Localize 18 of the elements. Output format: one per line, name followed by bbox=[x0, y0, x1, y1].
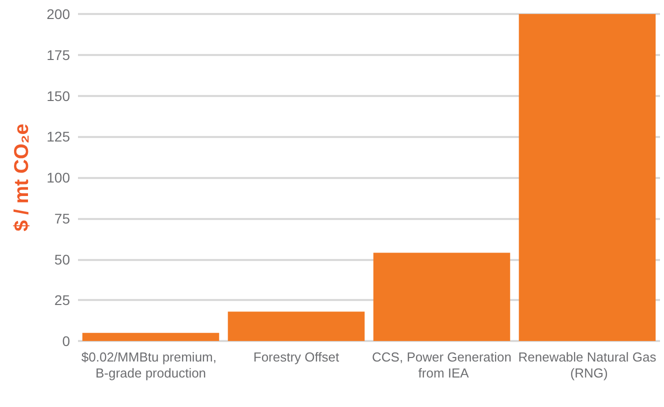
y-tick-label: 100 bbox=[46, 170, 70, 186]
x-tick-label: CCS, Power Generation from IEA bbox=[372, 350, 512, 380]
y-tick-label: 125 bbox=[46, 128, 70, 145]
y-tick-label: 150 bbox=[46, 88, 70, 104]
bar bbox=[373, 252, 510, 341]
y-tick-label: 0 bbox=[62, 333, 70, 349]
y-tick-label: 50 bbox=[54, 251, 70, 268]
bar bbox=[228, 312, 365, 341]
y-tick-label: 175 bbox=[46, 46, 70, 63]
x-tick-label: Forestry Offset bbox=[253, 350, 340, 364]
y-tick-label: 200 bbox=[46, 6, 70, 22]
bar bbox=[518, 14, 656, 341]
y-tick-label: 25 bbox=[54, 292, 70, 308]
x-tick-label: Renewable Natural Gas (RNG) bbox=[518, 350, 657, 380]
x-tick-label: $0.02/MMBtu premium, B-grade production bbox=[81, 350, 220, 380]
bar bbox=[82, 332, 220, 341]
y-axis-title: $ / mt CO₂e bbox=[11, 124, 33, 232]
y-tick-label: 75 bbox=[54, 210, 70, 226]
